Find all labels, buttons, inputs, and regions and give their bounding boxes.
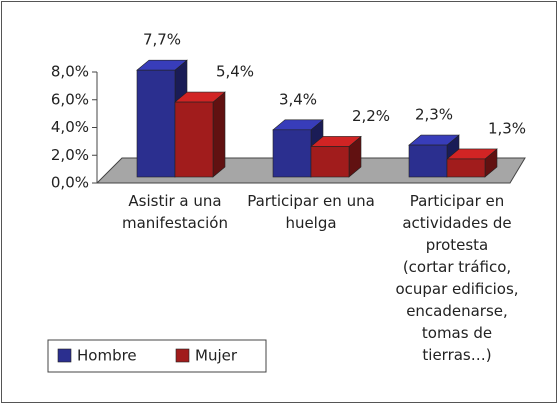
legend-swatch bbox=[57, 348, 72, 363]
bar bbox=[446, 158, 486, 178]
y-tick-label: 6,0% bbox=[51, 90, 89, 108]
y-tick-label: 0,0% bbox=[51, 174, 89, 192]
data-label: 1,3% bbox=[488, 119, 526, 137]
y-tick-label: 8,0% bbox=[51, 63, 89, 81]
x-tick-label: Participar en una huelga bbox=[247, 192, 375, 232]
legend-box bbox=[47, 339, 267, 373]
data-label: 2,3% bbox=[415, 106, 453, 124]
y-tick-label: 2,0% bbox=[51, 146, 89, 164]
x-tick-label: Asistir a una manifestación bbox=[122, 192, 228, 232]
bar bbox=[272, 129, 312, 178]
y-tick-label: 4,0% bbox=[51, 118, 89, 136]
data-label: 3,4% bbox=[279, 90, 317, 108]
bar-side bbox=[212, 91, 226, 178]
legend-swatch bbox=[175, 348, 190, 363]
bar bbox=[174, 101, 214, 178]
bar bbox=[136, 69, 176, 178]
data-label: 2,2% bbox=[352, 107, 390, 125]
data-label: 7,7% bbox=[143, 31, 181, 49]
legend-label: Mujer bbox=[195, 347, 238, 365]
legend-label: Hombre bbox=[77, 347, 137, 365]
bar bbox=[310, 146, 350, 178]
x-tick-label: Participar en actividades de protesta (c… bbox=[395, 192, 519, 364]
data-label: 5,4% bbox=[216, 63, 254, 81]
bar bbox=[408, 144, 448, 178]
